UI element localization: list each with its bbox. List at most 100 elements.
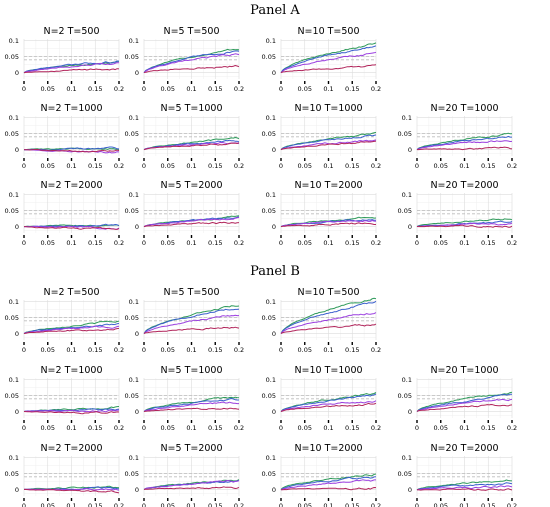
series-line-blue (416, 393, 512, 412)
subplot: N=2 T=500 0 0.05 0.1 0 0.05 0.1 0.15 0.2 (5, 26, 125, 93)
x-tick-label: 0.05 (161, 239, 175, 247)
x-tick-label: 0 (279, 85, 283, 93)
subplot: N=20 T=2000 0 0.05 0.1 0 0.05 0.1 0.15 0.2 (398, 443, 518, 507)
x-tick-label: 0.15 (345, 346, 359, 354)
series-line-red (143, 486, 240, 490)
series-line-green (280, 473, 377, 490)
x-tick-label: 0.05 (161, 85, 175, 93)
y-tick-label: 0.1 (402, 376, 412, 384)
subplot: N=10 T=1000 0 0.05 0.1 0 0.05 0.1 0.15 0.2 (262, 365, 382, 432)
series-line-purple (23, 325, 120, 334)
x-tick-label: 0 (415, 424, 419, 432)
x-tick-label: 0.05 (161, 162, 175, 170)
series-line-blue (416, 135, 512, 151)
subplot-title: N=2 T=500 (43, 287, 99, 298)
series-line-blue (280, 134, 377, 151)
x-tick-label: 0.2 (234, 85, 244, 93)
subplot-title: N=2 T=2000 (40, 443, 102, 454)
y-tick-label: 0 (408, 408, 412, 416)
y-tick-label: 0.05 (5, 392, 19, 400)
y-tick-label: 0.05 (125, 392, 139, 400)
y-tick-label: 0 (408, 146, 412, 154)
y-tick-label: 0.05 (398, 207, 412, 215)
y-tick-label: 0.05 (398, 130, 412, 138)
subplot: N=2 T=1000 0 0.05 0.1 0 0.05 0.1 0.15 0.2 (5, 103, 125, 170)
x-tick-label: 0.05 (161, 424, 175, 432)
y-tick-label: 0.1 (129, 114, 139, 122)
series-line-red (280, 487, 377, 491)
x-tick-label: 0.2 (114, 85, 124, 93)
x-tick-label: 0.15 (481, 162, 495, 170)
y-tick-label: 0.1 (402, 114, 412, 122)
series-line-purple (280, 220, 377, 228)
x-tick-label: 0 (279, 162, 283, 170)
x-tick-label: 0.05 (434, 424, 448, 432)
series-line-red (280, 64, 377, 74)
x-tick-label: 0.1 (323, 239, 333, 247)
series-line-purple (23, 225, 120, 230)
series-line-purple (280, 479, 376, 491)
x-tick-label: 0.15 (481, 239, 495, 247)
y-tick-label: 0.1 (266, 114, 276, 122)
x-tick-label: 0.1 (459, 502, 469, 507)
series-line-red (24, 226, 120, 230)
series-line-purple (416, 398, 513, 412)
series-line-purple (143, 401, 239, 412)
subplot: N=5 T=500 0 0.05 0.1 0 0.05 0.1 0.15 0.2 (125, 26, 245, 93)
y-tick-label: 0.1 (266, 298, 276, 306)
series-line-red (143, 221, 240, 228)
subplot-title: N=5 T=2000 (160, 443, 222, 454)
subplot-title: N=5 T=500 (163, 287, 219, 298)
series-line-blue (280, 393, 377, 412)
series-line-purple (143, 53, 240, 74)
x-tick-label: 0 (22, 162, 26, 170)
series-line-red (143, 407, 240, 412)
x-tick-label: 0.2 (114, 424, 124, 432)
series-line-green (280, 42, 377, 73)
series-line-red (416, 404, 513, 412)
x-tick-label: 0 (22, 346, 26, 354)
subplot-title: N=20 T=2000 (430, 443, 498, 454)
y-tick-label: 0.05 (5, 53, 19, 61)
series-line-green (143, 48, 240, 74)
x-tick-label: 0.15 (208, 502, 222, 507)
x-tick-label: 0.05 (41, 424, 55, 432)
x-tick-label: 0.05 (41, 502, 55, 507)
x-tick-label: 0.2 (371, 85, 381, 93)
series-line-purple (416, 485, 513, 491)
subplot-title: N=10 T=1000 (294, 365, 362, 376)
y-tick-label: 0 (272, 486, 276, 494)
x-tick-label: 0 (279, 346, 283, 354)
x-tick-label: 0.05 (434, 239, 448, 247)
subplot: N=10 T=500 0 0.05 0.1 0 0.05 0.1 0.15 0.2 (262, 26, 382, 93)
x-tick-label: 0.15 (345, 85, 359, 93)
subplot: N=2 T=1000 0 0.05 0.1 0 0.05 0.1 0.15 0.2 (5, 365, 125, 432)
x-tick-label: 0.15 (88, 162, 102, 170)
x-tick-label: 0 (22, 424, 26, 432)
y-tick-label: 0 (135, 486, 139, 494)
x-tick-label: 0.2 (371, 424, 381, 432)
x-tick-label: 0.2 (371, 239, 381, 247)
y-tick-label: 0.05 (262, 207, 276, 215)
x-tick-label: 0 (142, 346, 146, 354)
y-tick-label: 0.1 (9, 191, 19, 199)
y-tick-label: 0.1 (9, 454, 19, 462)
y-tick-label: 0.05 (262, 130, 276, 138)
y-tick-label: 0.05 (125, 470, 139, 478)
subplot-title: N=10 T=500 (297, 287, 359, 298)
y-tick-label: 0.05 (5, 314, 19, 322)
x-tick-label: 0.1 (186, 502, 196, 507)
subplot: N=5 T=1000 0 0.05 0.1 0 0.05 0.1 0.15 0.2 (125, 365, 245, 432)
series-line-purple (416, 140, 513, 151)
series-line-purple (280, 51, 377, 74)
x-tick-label: 0.05 (41, 162, 55, 170)
x-tick-label: 0.1 (186, 424, 196, 432)
subplot-title: N=5 T=1000 (160, 103, 222, 114)
y-tick-label: 0 (135, 408, 139, 416)
y-tick-label: 0.1 (129, 37, 139, 45)
series-line-purple (23, 409, 120, 413)
y-tick-label: 0 (15, 223, 19, 231)
subplot-title: N=2 T=500 (43, 26, 99, 37)
series-line-red (416, 488, 513, 491)
x-tick-label: 0.1 (186, 85, 196, 93)
